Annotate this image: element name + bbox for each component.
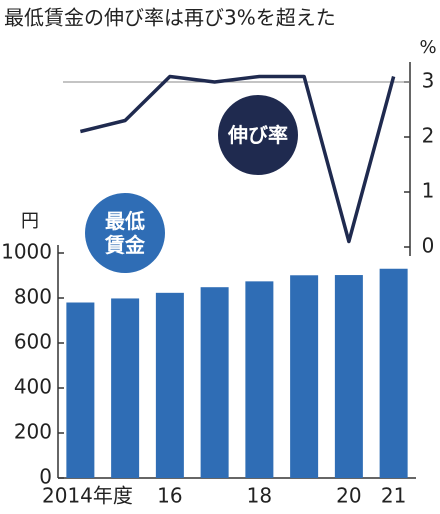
legend-badge [218, 95, 298, 175]
x-tick-label: 20 [336, 484, 361, 508]
y-tick-label: 1000 [1, 240, 52, 264]
y-tick-label: 800 [14, 285, 52, 309]
y-tick-label: 200 [14, 420, 52, 444]
bar [334, 275, 363, 478]
bar [155, 292, 184, 478]
x-tick-label: 21 [381, 484, 406, 508]
x-tick-label: 16 [157, 484, 182, 508]
y2-tick-label: 3 [422, 69, 435, 93]
legend-label: 伸び率 [228, 123, 288, 147]
bar [290, 275, 319, 478]
bar [66, 302, 95, 478]
y-tick-label: 0 [39, 465, 52, 489]
y-tick-label: 400 [14, 375, 52, 399]
x-tick-label: 2014年度 [42, 484, 133, 508]
y2-unit: % [419, 37, 436, 58]
bar [245, 281, 274, 478]
y-unit: 円 [21, 211, 39, 232]
legend-label: 最低賃金 [105, 209, 145, 257]
bar [111, 298, 140, 478]
line [79, 74, 396, 244]
bar [379, 268, 408, 478]
y2-tick-label: 0 [422, 234, 435, 258]
legend-badge [85, 193, 165, 273]
y-tick-label: 600 [14, 330, 52, 354]
chart-title: 最低賃金の伸び率は再び3%を超えた [4, 6, 336, 30]
y2-tick-label: 1 [422, 179, 435, 203]
y2-tick-label: 2 [422, 124, 435, 148]
bar [200, 287, 229, 478]
x-tick-label: 18 [247, 484, 272, 508]
